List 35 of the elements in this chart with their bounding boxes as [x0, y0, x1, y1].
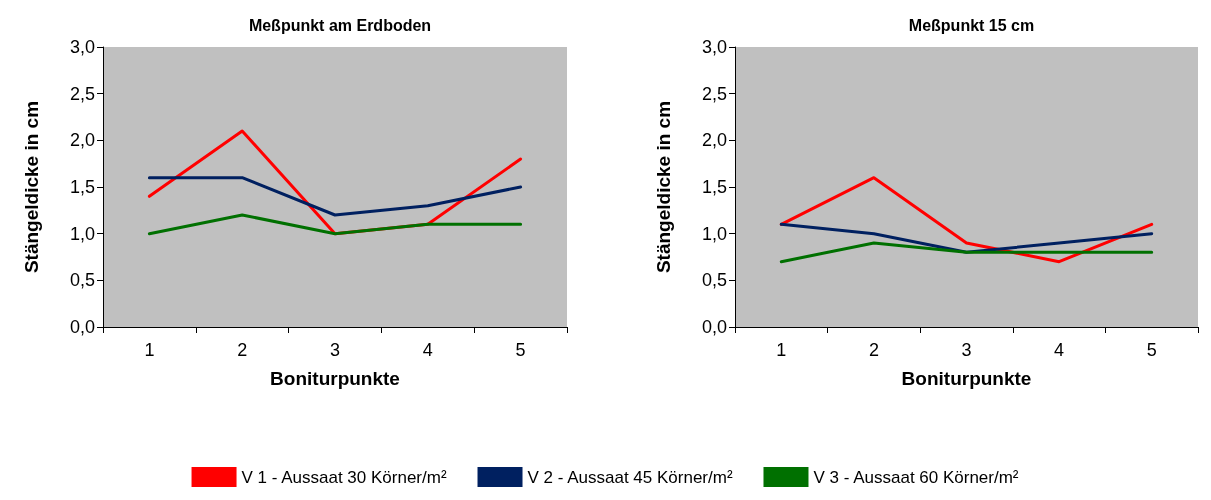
x-tick-label: 2 — [868, 340, 879, 360]
legend-label: V 2 - Aussaat 45 Körner/m² — [527, 467, 733, 487]
y-axis-title: Stängeldicke in cm — [21, 100, 42, 274]
y-tick-label: 2,5 — [701, 83, 727, 104]
legend-label: V 3 - Aussaat 60 Körner/m² — [813, 467, 1019, 487]
y-tick-label: 0,5 — [69, 270, 95, 291]
x-tick-label: 3 — [961, 340, 972, 360]
chart-title: Meßpunkt am Erdboden — [248, 16, 432, 34]
x-tick-label: 1 — [144, 340, 155, 360]
x-tick-label: 3 — [329, 340, 341, 360]
x-axis-title: Boniturpunkte — [270, 368, 400, 389]
y-tick-label: 2,0 — [701, 130, 727, 151]
x-tick-label: 4 — [422, 340, 433, 360]
y-tick-label: 3,0 — [701, 37, 727, 57]
x-axis-title: Boniturpunkte — [901, 368, 1032, 389]
line-series — [779, 222, 1154, 254]
y-tick-label: 1,5 — [701, 177, 727, 197]
x-tick-label: 1 — [776, 340, 787, 360]
y-tick-label: 0,0 — [701, 317, 727, 337]
y-tick-label: 0,0 — [69, 317, 95, 337]
x-tick-label: 4 — [1054, 340, 1065, 360]
x-tick-label: 5 — [1146, 340, 1157, 360]
y-tick-label: 1,0 — [69, 223, 95, 244]
x-tick-label: 5 — [515, 340, 526, 360]
y-tick-label: 0,5 — [701, 270, 727, 291]
chart-title: Meßpunkt 15 cm — [908, 16, 1035, 34]
line-series — [147, 176, 523, 217]
y-tick-label: 1,0 — [701, 223, 727, 244]
y-tick-label: 2,0 — [69, 130, 95, 151]
x-tick-label: 2 — [237, 340, 248, 360]
legend-label: V 1 - Aussaat 30 Körner/m² — [241, 467, 447, 487]
y-axis-title: Stängeldicke in cm — [653, 100, 674, 274]
y-tick-label: 1,5 — [69, 177, 95, 197]
y-tick-label: 3,0 — [69, 37, 95, 57]
y-tick-label: 2,5 — [69, 83, 95, 104]
